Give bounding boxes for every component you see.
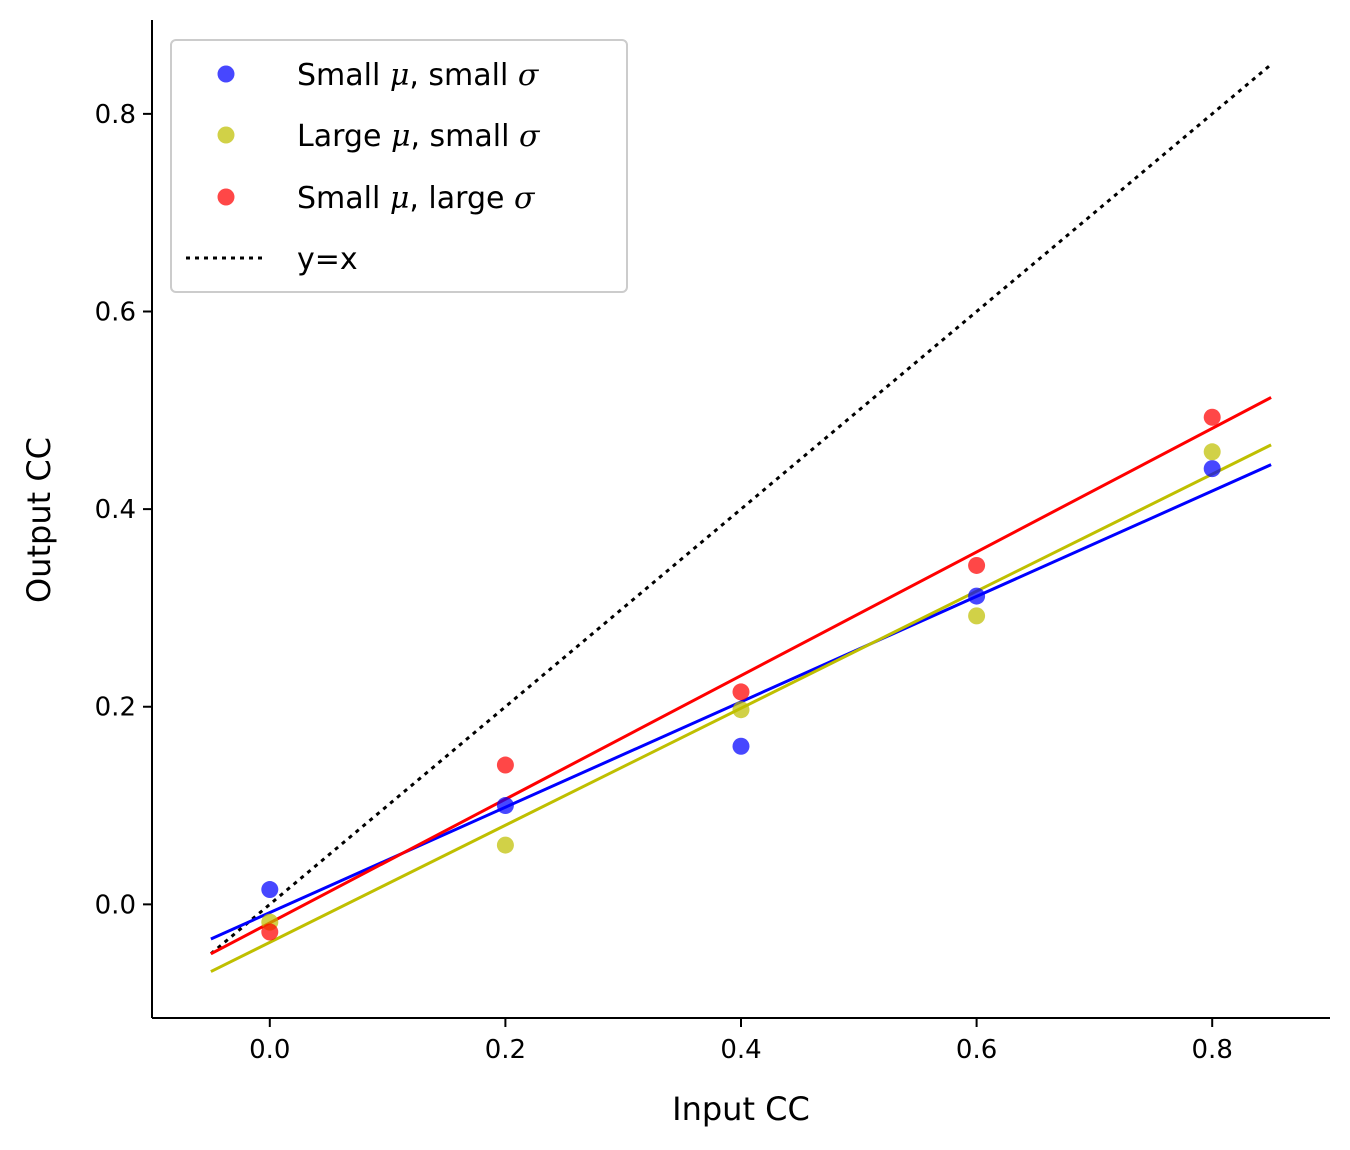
x-tick-label-2: 0.4 [720, 1035, 761, 1065]
legend-box [170, 39, 628, 293]
x-tick-label-1: 0.2 [485, 1035, 526, 1065]
data-point-series-1-4 [1203, 443, 1221, 461]
legend-label-reference-line: y=x [297, 242, 358, 277]
data-point-series-1-3 [968, 607, 986, 625]
x-axis-label: Input CC [672, 1090, 810, 1128]
data-point-series-0-3 [968, 587, 986, 605]
legend-marker-series-1 [217, 126, 235, 144]
data-point-series-0-2 [732, 737, 750, 755]
plot-area [209, 63, 1273, 973]
y-axis-label: Output CC [20, 437, 58, 603]
data-point-series-2-3 [968, 556, 986, 574]
data-point-series-2-0 [261, 923, 279, 941]
x-tick-label-0: 0.0 [249, 1035, 290, 1065]
y-tick-label-3: 0.6 [95, 297, 136, 327]
data-point-series-0-1 [496, 797, 514, 815]
legend-label-series-0: Small μ, small σ [297, 58, 540, 93]
data-point-series-1-1 [496, 836, 514, 854]
legend-label-series-1: Large μ, small σ [297, 119, 541, 154]
data-point-series-0-0 [261, 881, 279, 899]
y-tick-label-0: 0.0 [95, 890, 136, 920]
reference-line-y-equals-x [209, 63, 1273, 955]
data-point-series-2-1 [496, 756, 514, 774]
x-tick-label-3: 0.6 [956, 1035, 997, 1065]
data-point-series-0-4 [1203, 460, 1221, 478]
y-tick-label-4: 0.8 [95, 100, 136, 130]
fit-line-series-2 [210, 396, 1272, 956]
legend-marker-series-0 [217, 65, 235, 83]
legend-label-series-2: Small μ, large σ [297, 181, 536, 216]
y-tick-label-2: 0.4 [95, 495, 136, 525]
legend: Small μ, small σ Large μ, small σ Small μ,… [170, 39, 628, 293]
legend-marker-series-2 [217, 188, 235, 206]
axes: 0.0 0.2 0.4 0.6 0.8 0.0 0.2 0.4 0.6 0.8 [95, 20, 1330, 1065]
data-point-series-1-2 [732, 701, 750, 719]
x-tick-label-4: 0.8 [1192, 1035, 1233, 1065]
data-point-series-2-4 [1203, 408, 1221, 426]
data-point-series-2-2 [732, 683, 750, 701]
y-tick-label-1: 0.2 [95, 693, 136, 723]
